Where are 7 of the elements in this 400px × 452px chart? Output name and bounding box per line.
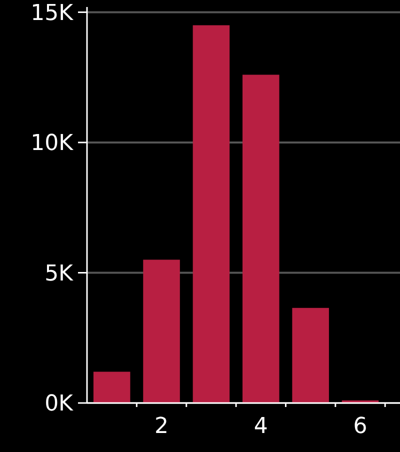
x-tick-label: 2 — [154, 414, 169, 439]
y-tick-label: 5K — [44, 261, 74, 286]
y-tick-label: 15K — [30, 0, 74, 26]
x-tick-label: 6 — [353, 414, 368, 439]
y-tick-label: 10K — [30, 131, 74, 156]
x-tick-label: 4 — [254, 414, 268, 439]
y-tick-label: 0K — [44, 392, 74, 417]
